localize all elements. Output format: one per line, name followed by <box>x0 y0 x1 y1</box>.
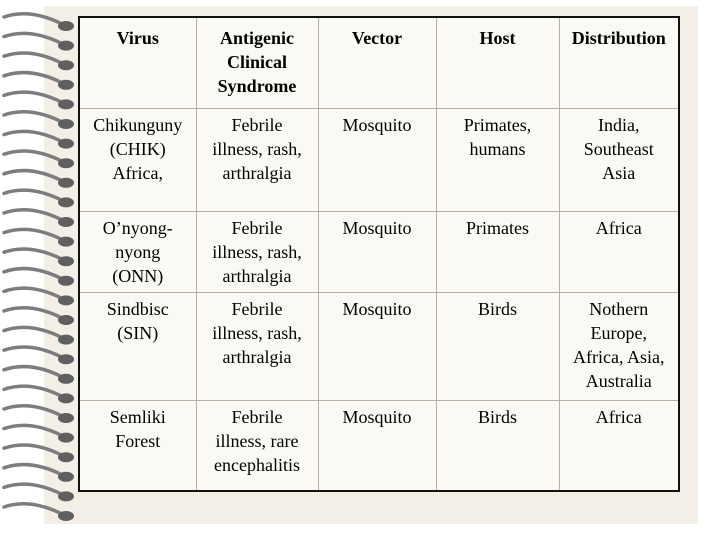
spiral-coil <box>2 208 74 227</box>
header-syndrome: Antigenic Clinical Syndrome <box>195 16 319 109</box>
table-row: Sindbisc (SIN) Febrile illness, rash, ar… <box>78 292 680 401</box>
spiral-coil <box>2 423 74 443</box>
spiral-coil <box>2 247 74 267</box>
header-host: Host <box>435 16 560 109</box>
spiral-coil <box>2 306 74 325</box>
cell-host: Primates <box>435 211 560 293</box>
cell-host: Primates, humans <box>435 108 560 212</box>
cell-distribution: India, Southeast Asia <box>558 108 680 212</box>
cell-distribution: Africa <box>558 400 680 492</box>
virus-table: Virus Antigenic Clinical Syndrome Vector… <box>78 16 680 492</box>
spiral-coil <box>2 188 74 208</box>
spiral-coil <box>2 110 74 129</box>
cell-distribution: Nothern Europe, Africa, Asia, Australia <box>558 292 680 401</box>
cell-syndrome: Febrile illness, rash, arthralgia <box>195 211 319 293</box>
spiral-coil <box>2 149 74 169</box>
cell-distribution: Africa <box>558 211 680 293</box>
cell-vector: Mosquito <box>317 400 437 492</box>
spiral-coil <box>2 345 74 365</box>
spiral-coil <box>2 266 74 286</box>
cell-vector: Mosquito <box>317 211 437 293</box>
cell-syndrome: Febrile illness, rare encephalitis <box>195 400 319 492</box>
cell-host: Birds <box>435 400 560 492</box>
spiral-coil <box>2 51 74 71</box>
spiral-binding-icon <box>2 12 74 521</box>
header-vector: Vector <box>317 16 437 109</box>
header-row: Virus Antigenic Clinical Syndrome Vector… <box>78 16 680 109</box>
table-row: O’nyong- nyong (ONN) Febrile illness, ra… <box>78 211 680 293</box>
spiral-coil <box>2 31 74 51</box>
table-row: Semliki Forest Febrile illness, rare enc… <box>78 400 680 492</box>
cell-virus: Chikunguny (CHIK) Africa, <box>78 108 197 212</box>
spiral-coil <box>2 364 74 384</box>
spiral-coil <box>2 168 74 188</box>
spiral-coil <box>2 462 74 482</box>
spiral-coil <box>2 443 74 463</box>
cell-vector: Mosquito <box>317 108 437 212</box>
cell-virus: Semliki Forest <box>78 400 197 492</box>
cell-host: Birds <box>435 292 560 401</box>
spiral-coil <box>2 90 74 110</box>
spiral-coil <box>2 482 74 502</box>
spiral-coil <box>2 502 74 521</box>
spiral-coil <box>2 286 74 306</box>
spiral-coil <box>2 404 74 423</box>
table-row: Chikunguny (CHIK) Africa, Febrile illnes… <box>78 108 680 212</box>
cell-vector: Mosquito <box>317 292 437 401</box>
spiral-coil <box>2 70 74 90</box>
header-distribution: Distribution <box>558 16 680 109</box>
cell-virus: O’nyong- nyong (ONN) <box>78 211 197 293</box>
spiral-coil <box>2 384 74 404</box>
cell-syndrome: Febrile illness, rash, arthralgia <box>195 292 319 401</box>
cell-virus: Sindbisc (SIN) <box>78 292 197 401</box>
spiral-coil <box>2 325 74 345</box>
cell-syndrome: Febrile illness, rash, arthralgia <box>195 108 319 212</box>
spiral-coil <box>2 12 74 31</box>
spiral-coil <box>2 129 74 149</box>
spiral-coil <box>2 227 74 247</box>
header-virus: Virus <box>78 16 197 109</box>
